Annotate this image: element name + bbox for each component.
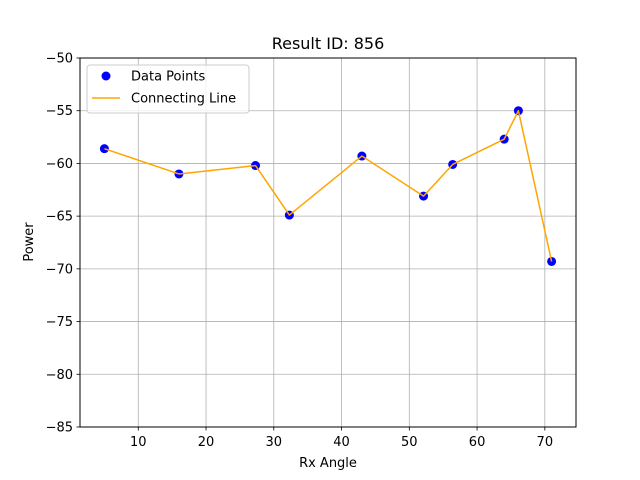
x-tick-label: 10 xyxy=(130,435,147,450)
plot-series xyxy=(99,106,557,266)
x-tick-label: 60 xyxy=(469,435,486,450)
legend-box xyxy=(86,64,250,114)
y-tick-label: −85 xyxy=(46,421,73,436)
connecting-line xyxy=(104,109,553,262)
y-tick-label: −70 xyxy=(46,262,73,277)
y-tick-label: −65 xyxy=(46,210,73,225)
grid xyxy=(80,57,576,428)
y-axis: −85 −80 −75 −70 −65 −60 −55 −50 xyxy=(46,52,80,436)
legend-label-connecting-line: Connecting Line xyxy=(131,92,236,107)
x-tick-label: 30 xyxy=(266,435,283,450)
legend-scatter-marker xyxy=(101,71,111,81)
y-tick-label: −50 xyxy=(46,52,73,67)
y-tick-label: −55 xyxy=(46,104,73,119)
x-tick-label: 70 xyxy=(537,435,554,450)
x-axis: 10 20 30 40 50 60 70 xyxy=(130,427,553,450)
legend-label-data-points: Data Points xyxy=(131,70,205,85)
chart-title: Result ID: 856 xyxy=(272,34,385,53)
y-tick-label: −60 xyxy=(46,157,73,172)
y-axis-label: Power xyxy=(22,222,37,262)
x-tick-label: 50 xyxy=(401,435,418,450)
y-tick-label: −80 xyxy=(46,368,73,383)
y-tick-label: −75 xyxy=(46,315,73,330)
x-tick-label: 40 xyxy=(333,435,350,450)
plot-frame xyxy=(79,57,577,428)
x-tick-label: 20 xyxy=(198,435,215,450)
x-axis-label: Rx Angle xyxy=(299,456,357,471)
legend: Data Points Connecting Line xyxy=(86,64,250,114)
